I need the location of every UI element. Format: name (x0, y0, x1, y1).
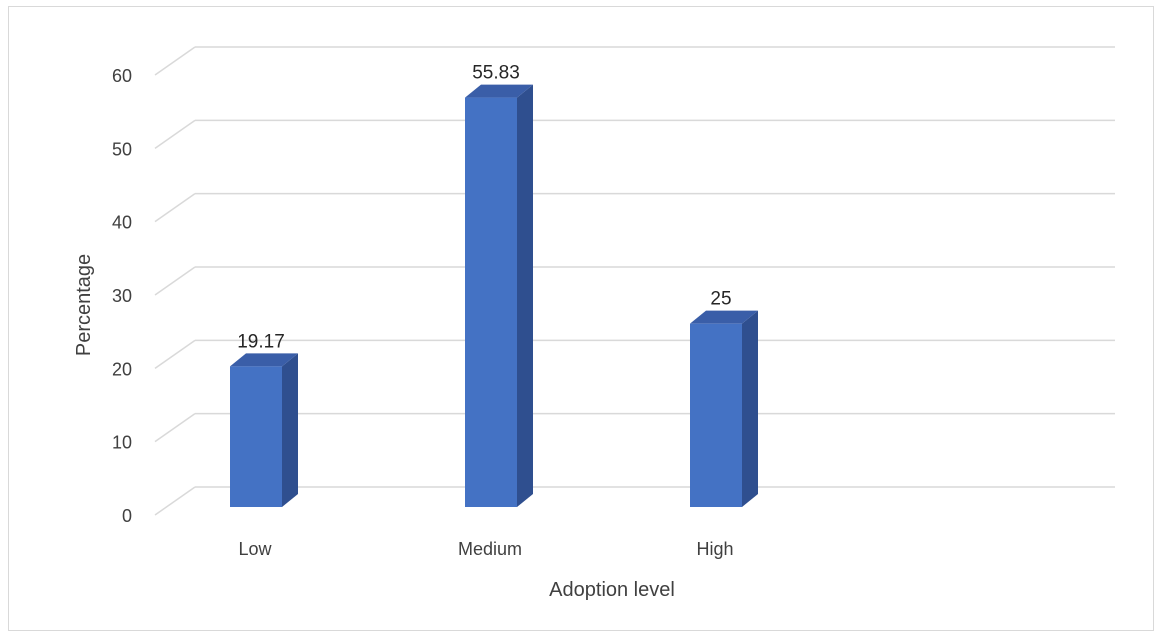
x-category-label: Medium (458, 539, 522, 559)
gridline-diagonal (154, 339, 196, 369)
bar (465, 84, 533, 507)
bar-front (690, 323, 742, 507)
data-labels: 19.17 55.83 25 (237, 63, 731, 353)
bar-side (742, 310, 758, 507)
gridline-diagonal (154, 193, 196, 223)
data-label: 19.17 (237, 331, 285, 352)
y-tick-label: 60 (112, 66, 132, 86)
gridline-diagonal (154, 119, 196, 149)
bar-top (230, 353, 298, 367)
bar-top (690, 310, 758, 324)
y-tick-label: 0 (122, 506, 132, 526)
y-tick-label: 50 (112, 139, 132, 159)
y-axis-ticks: 0 10 20 30 40 50 60 (112, 66, 132, 526)
bar-front (230, 366, 282, 507)
gridline-diagonal (154, 266, 196, 296)
bars (230, 84, 758, 507)
data-label: 55.83 (472, 63, 520, 84)
x-axis-categories: Low Medium High (238, 539, 733, 559)
gridline-diagonal (154, 413, 196, 443)
gridlines (154, 46, 1115, 516)
y-tick-label: 40 (112, 213, 132, 233)
x-category-label: High (696, 539, 733, 559)
gridline-diagonal (154, 486, 196, 516)
chart-frame (8, 6, 1154, 631)
y-tick-label: 10 (112, 433, 132, 453)
y-tick-label: 20 (112, 359, 132, 379)
bar-side (517, 84, 533, 507)
bar-front (465, 97, 517, 507)
gridline-diagonal (154, 46, 196, 76)
data-label: 25 (710, 289, 731, 310)
y-tick-label: 30 (112, 286, 132, 306)
y-axis-title: Percentage (73, 254, 95, 356)
x-axis-title: Adoption level (549, 579, 675, 601)
bar-side (282, 353, 298, 507)
bar (230, 353, 298, 507)
bar (690, 310, 758, 507)
x-category-label: Low (238, 539, 272, 559)
bar-top (465, 84, 533, 98)
